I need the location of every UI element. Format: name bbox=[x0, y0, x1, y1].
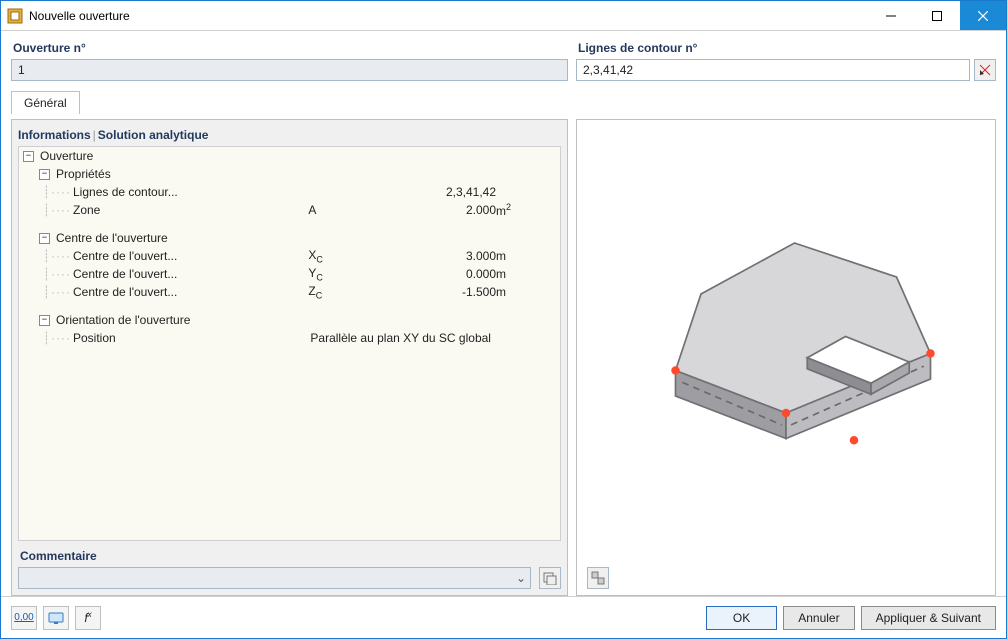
footer: 0,00 fx OK Annuler Appliquer & Suivant bbox=[1, 596, 1006, 638]
row-zc[interactable]: ┊····Centre de l'ouvert... ZC -1.500 m bbox=[19, 283, 560, 301]
minimize-button[interactable] bbox=[868, 1, 914, 30]
close-button[interactable] bbox=[960, 1, 1006, 30]
cancel-button[interactable]: Annuler bbox=[783, 606, 854, 630]
main-split: Informations|Solution analytique −Ouvert… bbox=[11, 119, 996, 596]
ouverture-no-value: 1 bbox=[18, 63, 25, 77]
function-button[interactable]: fx bbox=[75, 606, 101, 630]
apply-next-button[interactable]: Appliquer & Suivant bbox=[861, 606, 996, 630]
ok-button[interactable]: OK bbox=[706, 606, 777, 630]
content-area: Ouverture n° 1 Lignes de contour n° 2,3,… bbox=[1, 31, 1006, 596]
row-xc[interactable]: ┊····Centre de l'ouvert... XC 3.000 m bbox=[19, 247, 560, 265]
node-centre[interactable]: −Centre de l'ouverture bbox=[19, 229, 560, 247]
window-title: Nouvelle ouverture bbox=[29, 9, 868, 23]
node-proprietes[interactable]: −Propriétés bbox=[19, 165, 560, 183]
chevron-down-icon[interactable]: ⌄ bbox=[512, 571, 530, 585]
comment-library-button[interactable] bbox=[539, 567, 561, 589]
node-ouverture[interactable]: −Ouverture bbox=[19, 147, 560, 165]
titlebar: Nouvelle ouverture bbox=[1, 1, 1006, 31]
right-pane bbox=[576, 119, 996, 596]
expand-icon[interactable]: − bbox=[23, 151, 34, 162]
top-fields-row: Ouverture n° 1 Lignes de contour n° 2,3,… bbox=[11, 39, 996, 81]
node-orientation[interactable]: −Orientation de l'ouverture bbox=[19, 311, 560, 329]
maximize-button[interactable] bbox=[914, 1, 960, 30]
dialog-window: Nouvelle ouverture Ouverture n° 1 Lignes… bbox=[0, 0, 1007, 639]
tab-bar: Général bbox=[11, 89, 996, 113]
slab-3d-icon bbox=[616, 190, 956, 500]
units-button[interactable]: 0,00 bbox=[11, 606, 37, 630]
property-tree[interactable]: −Ouverture −Propriétés ┊····Lignes de co… bbox=[18, 146, 561, 541]
comment-combo[interactable]: ⌄ bbox=[18, 567, 531, 589]
app-icon bbox=[7, 8, 23, 24]
tab-general[interactable]: Général bbox=[11, 91, 80, 114]
informations-header: Informations|Solution analytique bbox=[18, 126, 561, 146]
comment-label: Commentaire bbox=[18, 547, 561, 567]
window-buttons bbox=[868, 1, 1006, 30]
row-position[interactable]: ┊····Position Parallèle au plan XY du SC… bbox=[19, 329, 560, 347]
ouverture-no-label: Ouverture n° bbox=[11, 39, 568, 59]
header-informations[interactable]: Informations bbox=[18, 128, 91, 142]
preview-3d[interactable] bbox=[583, 126, 989, 563]
expand-icon[interactable]: − bbox=[39, 315, 50, 326]
ouverture-no-field[interactable]: 1 bbox=[11, 59, 568, 81]
lignes-contour-value: 2,3,41,42 bbox=[583, 63, 633, 77]
display-button[interactable] bbox=[43, 606, 69, 630]
header-solution-analytique[interactable]: Solution analytique bbox=[98, 128, 209, 142]
expand-icon[interactable]: − bbox=[39, 233, 50, 244]
row-yc[interactable]: ┊····Centre de l'ouvert... YC 0.000 m bbox=[19, 265, 560, 283]
comment-group: Commentaire ⌄ bbox=[18, 547, 561, 589]
left-pane: Informations|Solution analytique −Ouvert… bbox=[11, 119, 568, 596]
lignes-contour-field[interactable]: 2,3,41,42 bbox=[576, 59, 970, 81]
ouverture-no-group: Ouverture n° 1 bbox=[11, 39, 568, 81]
row-zone[interactable]: ┊····Zone A 2.000 m2 bbox=[19, 201, 560, 219]
expand-icon[interactable]: − bbox=[39, 169, 50, 180]
pick-lines-button[interactable] bbox=[974, 59, 996, 81]
lignes-contour-label: Lignes de contour n° bbox=[576, 39, 996, 59]
preview-options-button[interactable] bbox=[587, 567, 609, 589]
row-lignes-contour[interactable]: ┊····Lignes de contour... 2,3,41,42 bbox=[19, 183, 560, 201]
lignes-contour-group: Lignes de contour n° 2,3,41,42 bbox=[576, 39, 996, 81]
